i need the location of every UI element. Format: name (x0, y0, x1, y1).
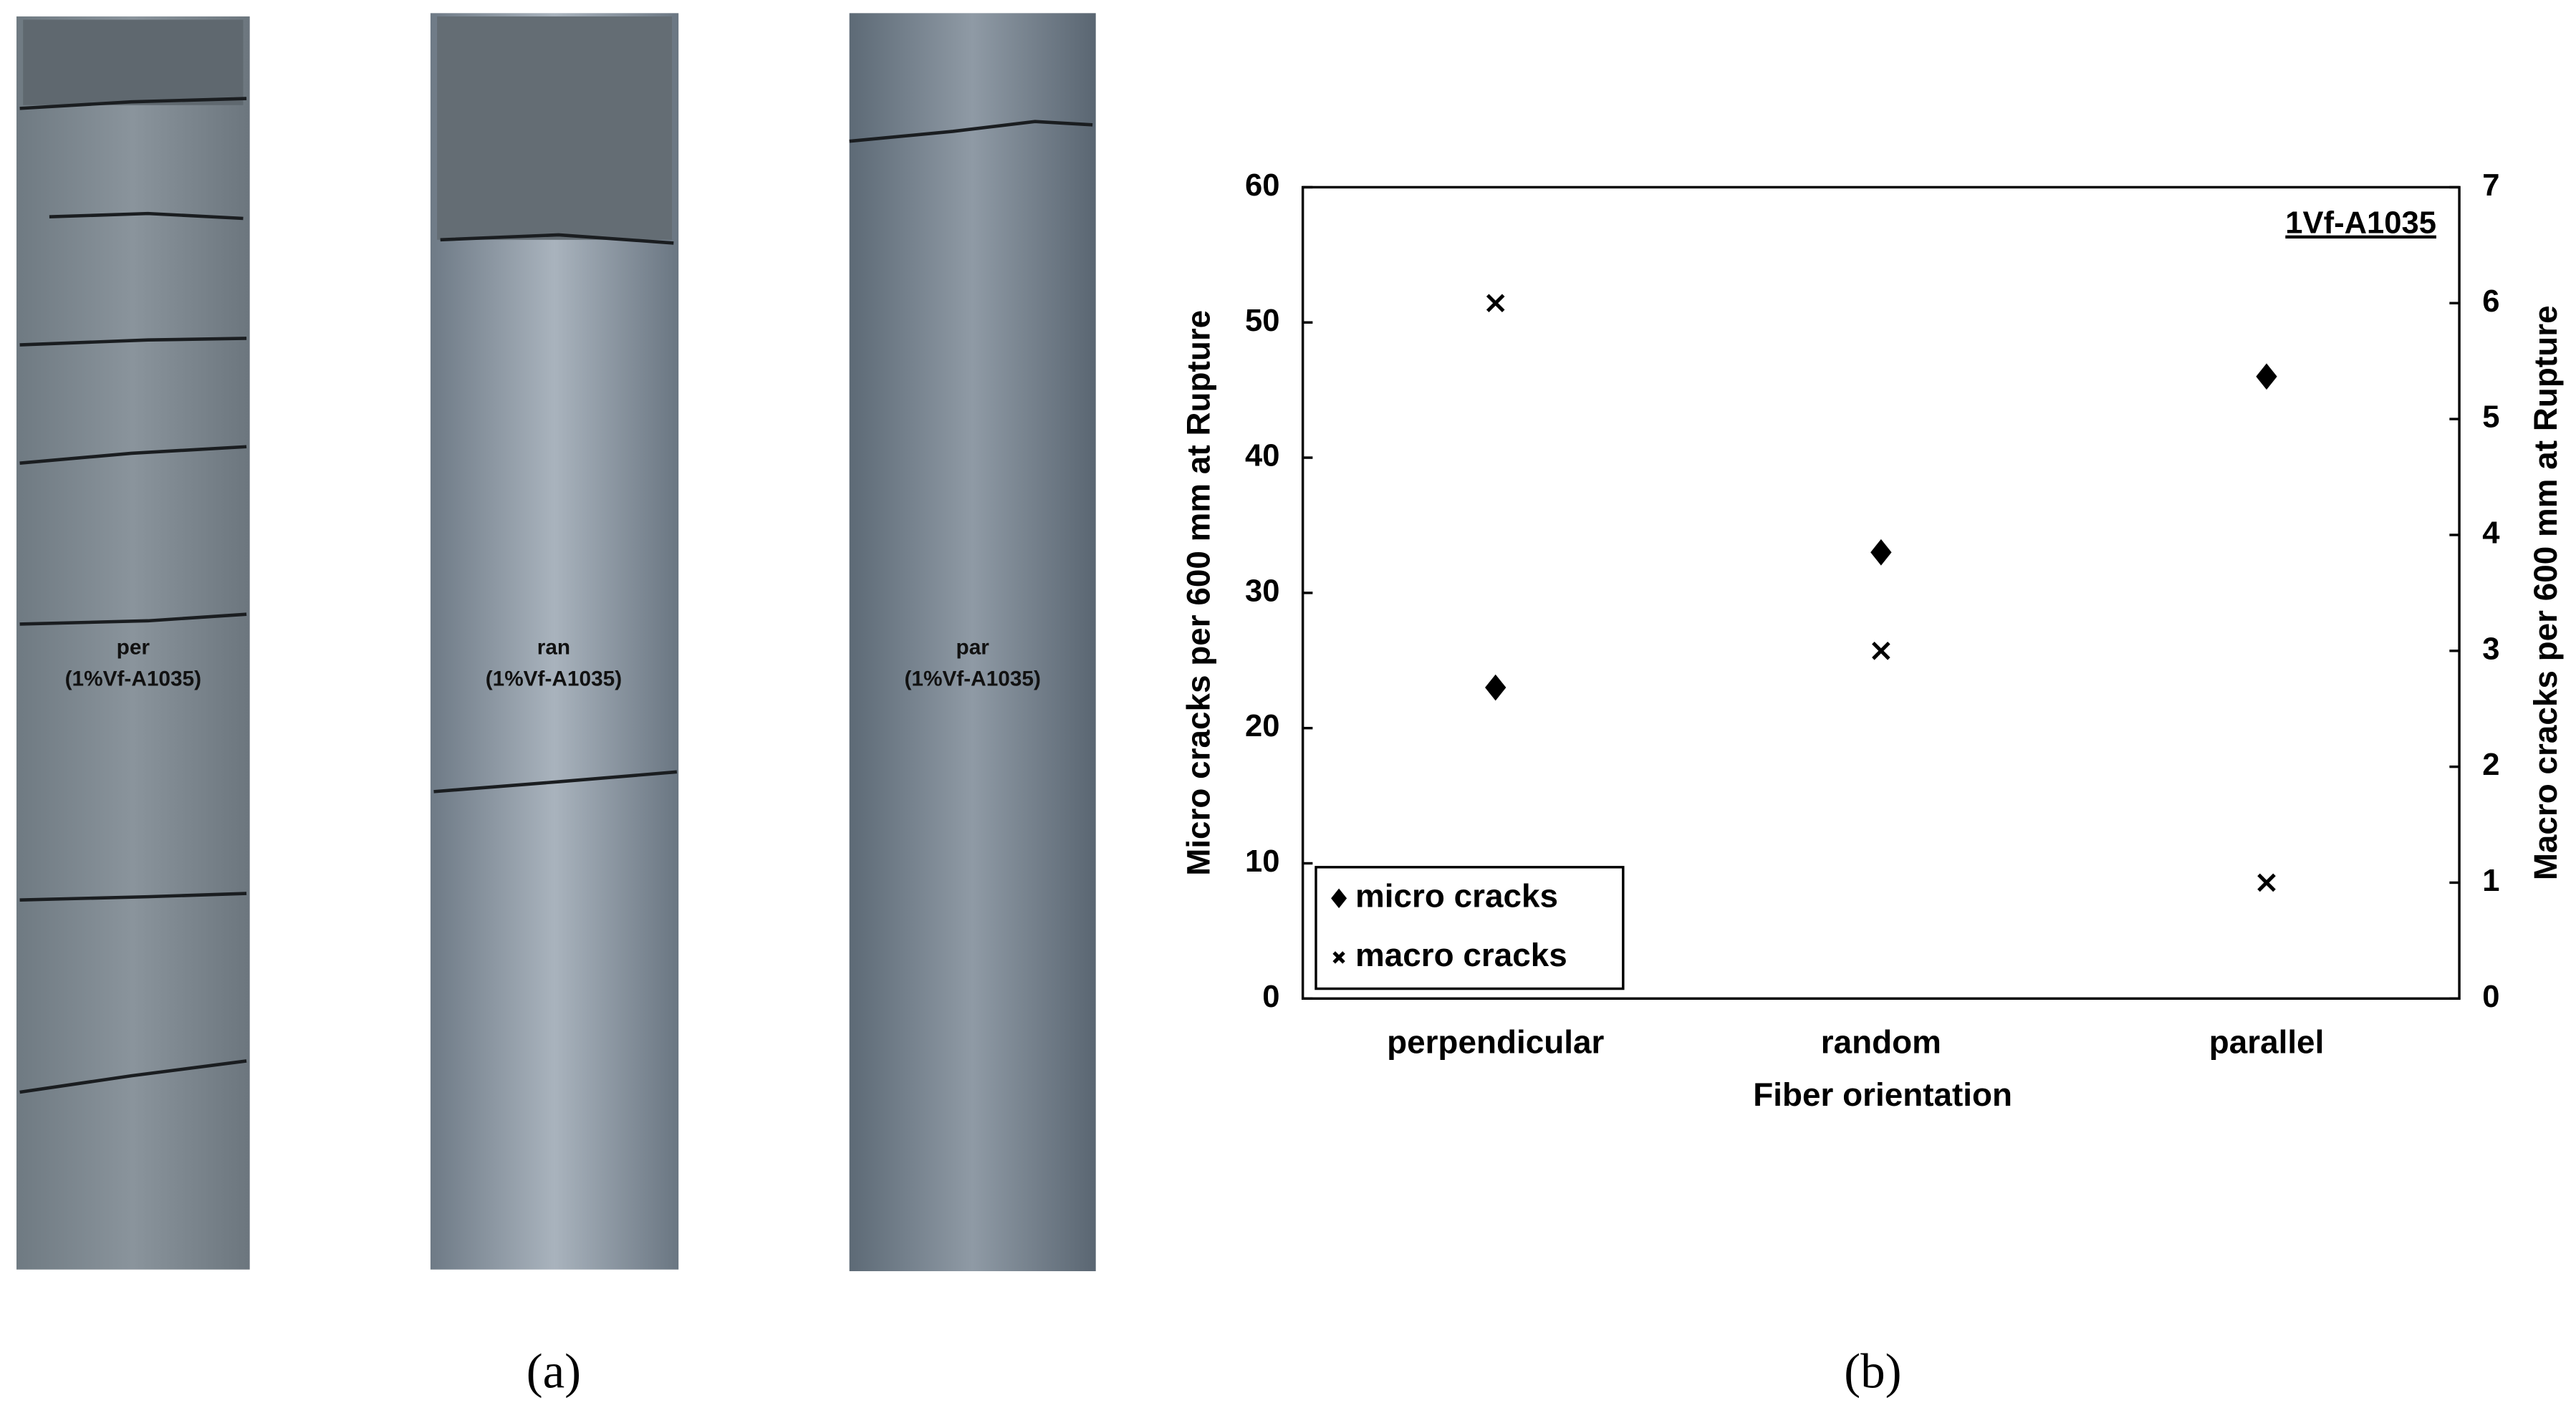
panel-label: (a) (527, 1344, 581, 1399)
specimen-end (437, 16, 673, 240)
legend-label: micro cracks (1355, 877, 1558, 915)
x-axis-label: Fiber orientation (1753, 1076, 2012, 1113)
y2-tick-label: 7 (2482, 168, 2499, 203)
panel-label: (b) (1844, 1344, 1901, 1399)
x-marker (1872, 641, 1890, 660)
y2-axis-label: Macro cracks per 600 mm at Rupture (2527, 305, 2564, 880)
y-axis-label: Micro cracks per 600 mm at Rupture (1180, 310, 1217, 876)
y-tick-label: 10 (1245, 844, 1279, 879)
y2-tick-label: 5 (2482, 400, 2499, 435)
cracks (849, 120, 1093, 143)
y-tick-label: 60 (1245, 168, 1279, 203)
y-tick-label: 40 (1245, 439, 1279, 473)
legend-box (1315, 866, 1625, 990)
legend-label: macro cracks (1355, 936, 1567, 973)
specimen-photo (849, 13, 1096, 1271)
x-marker (1486, 294, 1505, 313)
photo-sublabel: (1%Vf-A1035) (904, 667, 1040, 690)
specimen-end (23, 19, 244, 105)
cracks (19, 97, 247, 1094)
cracks (433, 233, 678, 794)
x-tick-label: parallel (2209, 1023, 2325, 1061)
photo-panel: per (1%Vf-A1035) ran (1%Vf-A1035) par (1… (16, 13, 1096, 1271)
legend-marker (1332, 951, 1345, 964)
y-tick-label: 20 (1245, 709, 1279, 743)
photo-label: par (956, 636, 990, 660)
photo-label: per (117, 636, 150, 660)
y2-tick-label: 1 (2482, 864, 2499, 898)
y2-tick-label: 4 (2482, 516, 2499, 550)
specimen-photo (16, 16, 250, 1270)
diamond-marker (2256, 363, 2277, 390)
y-tick-label: 50 (1245, 304, 1279, 338)
diamond-marker (1870, 539, 1892, 566)
y-tick-label: 0 (1262, 980, 1279, 1014)
y2-tick-label: 3 (2482, 632, 2499, 666)
y2-tick-label: 0 (2482, 980, 2499, 1014)
photo-sublabel: (1%Vf-A1035) (65, 667, 201, 690)
photo-label: ran (537, 636, 570, 660)
x-tick-label: perpendicular (1387, 1023, 1604, 1061)
x-tick-label: random (1821, 1023, 1941, 1061)
photo-sublabel: (1%Vf-A1035) (486, 667, 622, 690)
x-marker (2257, 873, 2276, 892)
annotation: 1Vf-A1035 (2285, 206, 2436, 241)
y2-tick-label: 6 (2482, 284, 2499, 319)
y-tick-label: 30 (1245, 574, 1279, 608)
y2-tick-label: 2 (2482, 748, 2499, 782)
diamond-marker (1485, 674, 1506, 701)
